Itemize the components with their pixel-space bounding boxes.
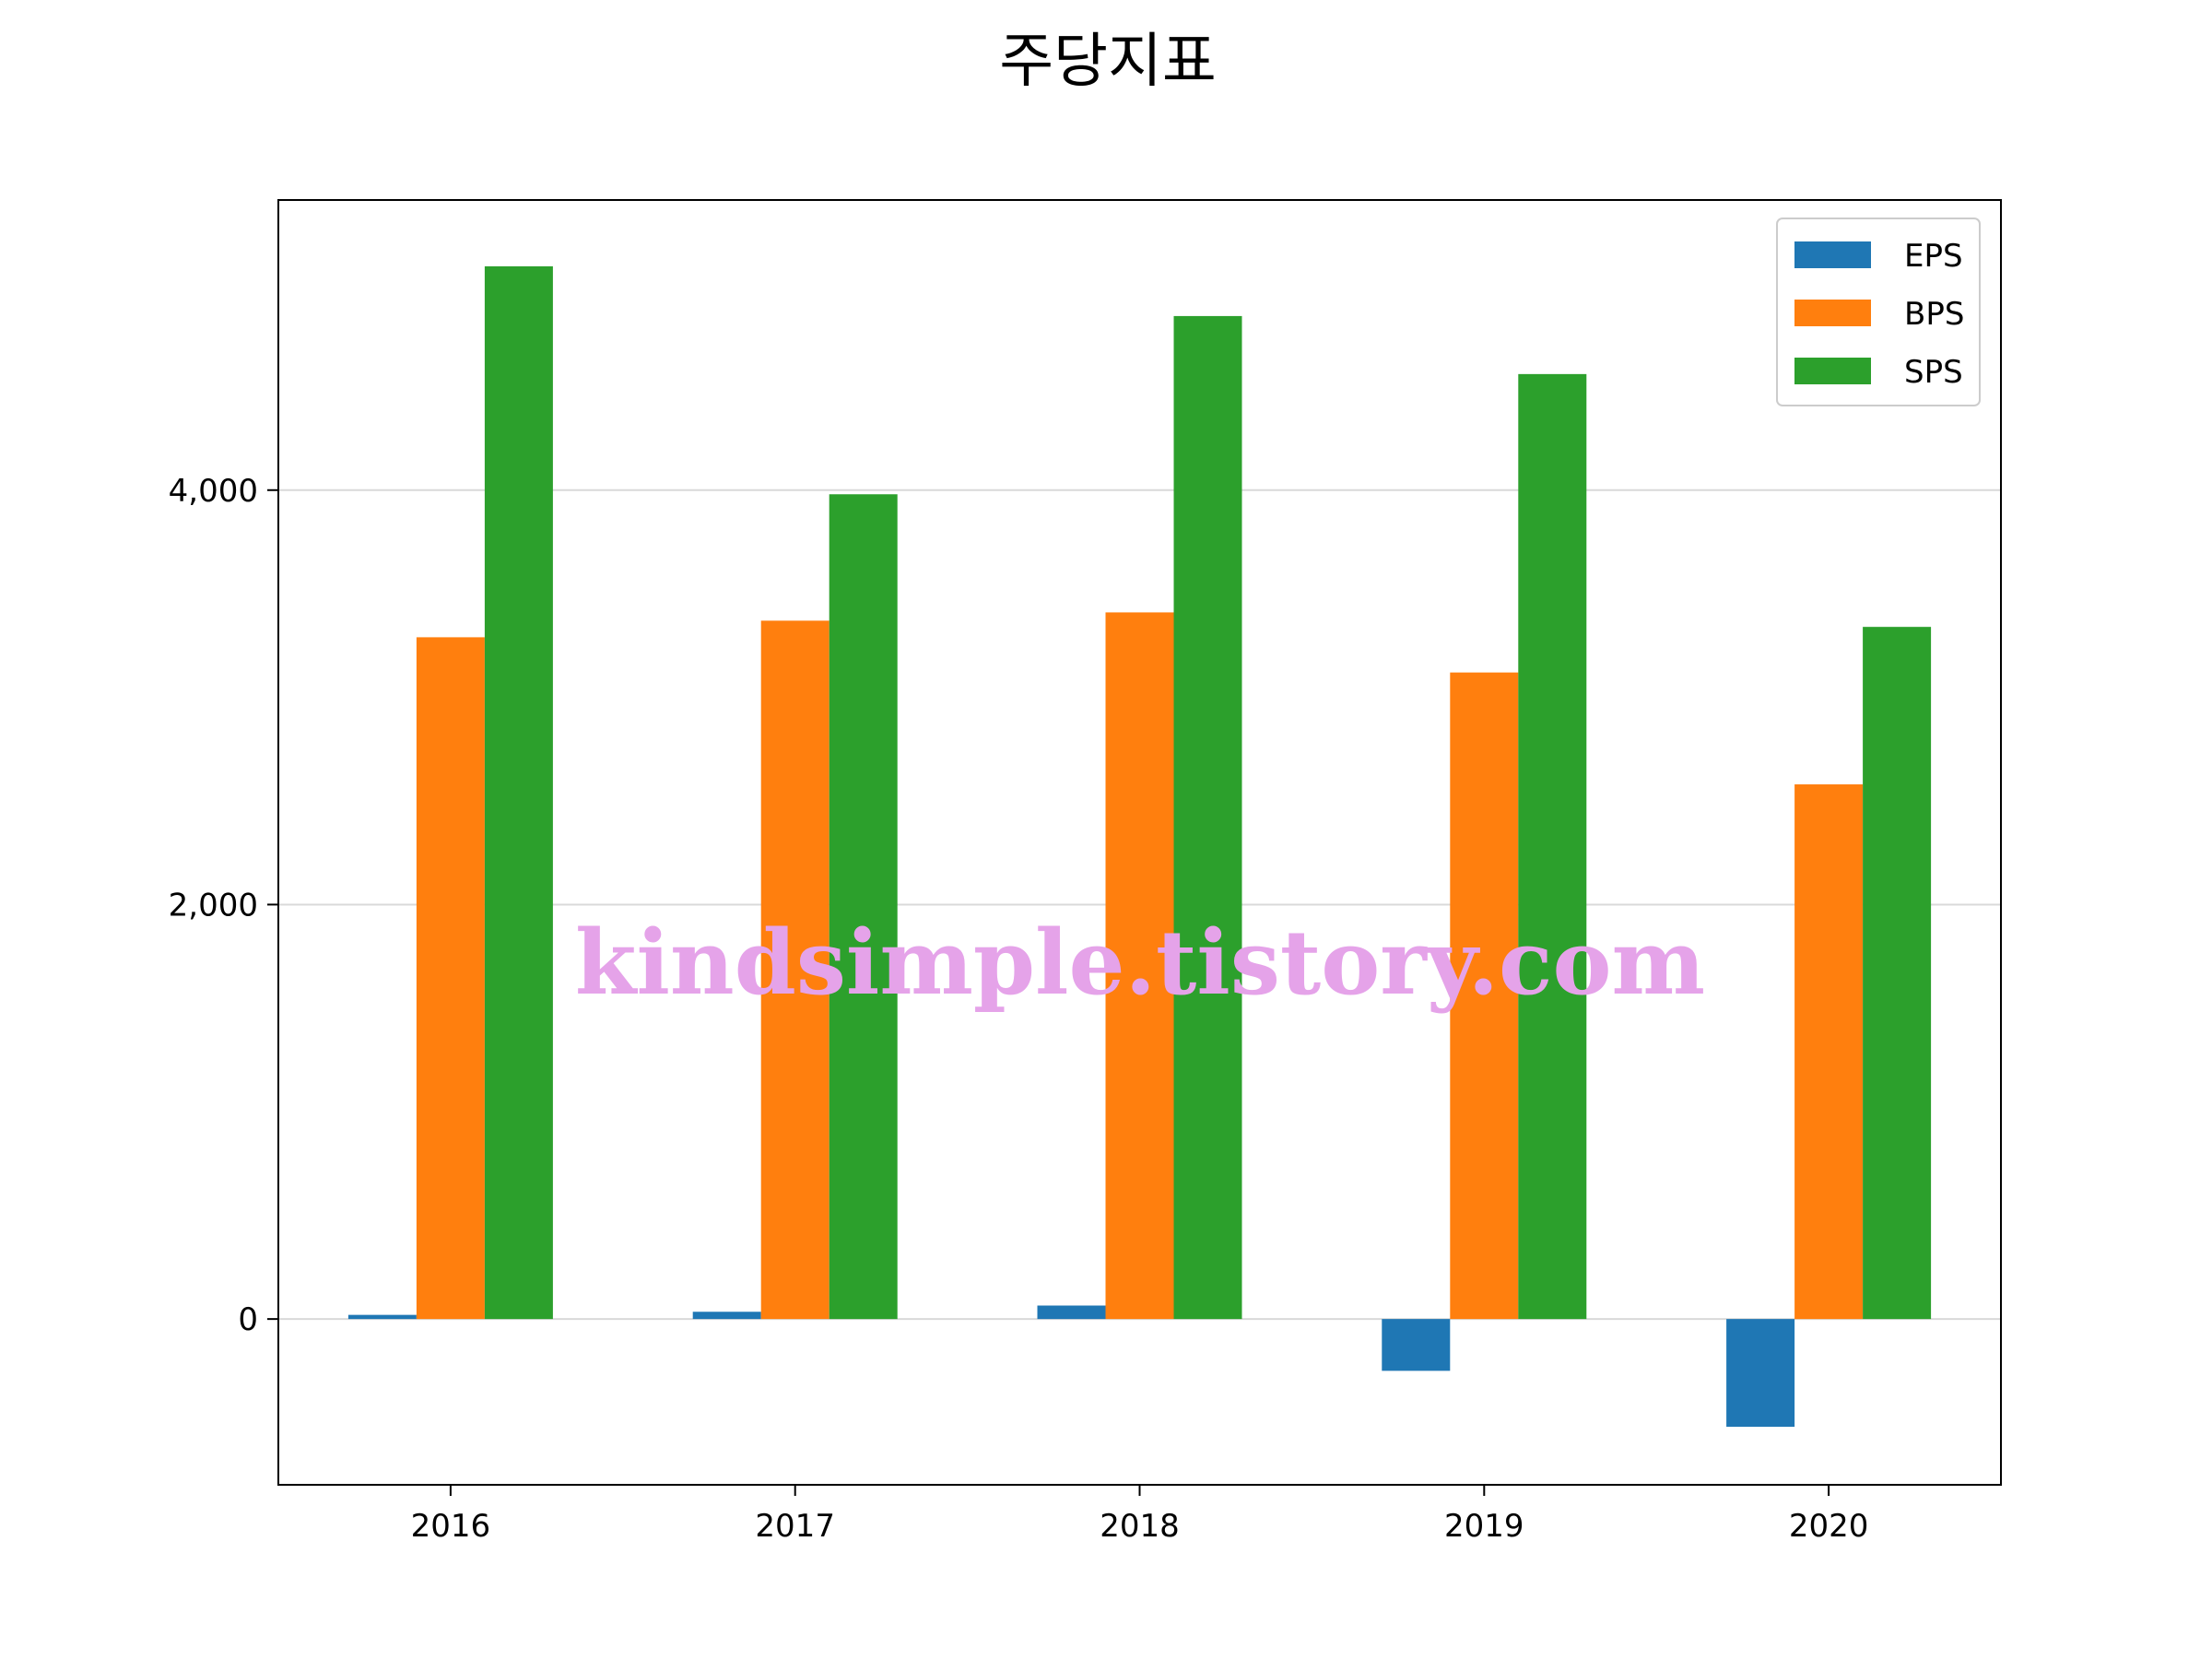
bar-sps-2016 (484, 265, 553, 1320)
bar-bps-2017 (760, 620, 830, 1320)
legend-swatch-sps (1794, 358, 1871, 384)
chart-title: 주당지표 (999, 28, 1217, 96)
legend-label-sps: SPS (1904, 354, 1963, 391)
watermark-text: kindsimple.tistory.com (575, 911, 1705, 1015)
y-tick-label: 4,000 (169, 473, 258, 510)
bar-eps-2016 (347, 1314, 417, 1320)
bar-sps-2019 (1518, 373, 1587, 1320)
bar-bps-2016 (416, 637, 485, 1320)
legend: EPS BPS SPS (1776, 218, 1981, 406)
legend-label-bps: BPS (1904, 296, 1964, 333)
bar-sps-2018 (1173, 315, 1242, 1320)
bar-sps-2020 (1863, 627, 1932, 1320)
bar-bps-2018 (1105, 612, 1174, 1320)
y-tick-label: 0 (238, 1301, 258, 1338)
x-tick-label: 2016 (411, 1508, 491, 1545)
x-tick-label: 2019 (1444, 1508, 1524, 1545)
y-axis: 0 2,000 4,000 (169, 473, 278, 1338)
bar-bps-2020 (1794, 784, 1864, 1320)
x-tick-label: 2017 (755, 1508, 835, 1545)
bar-eps-2017 (692, 1312, 761, 1320)
bar-sps-2017 (829, 494, 898, 1320)
x-tick-label: 2020 (1789, 1508, 1869, 1545)
legend-swatch-bps (1794, 300, 1871, 326)
legend-swatch-eps (1794, 241, 1871, 268)
bars (347, 265, 1932, 1428)
bar-bps-2019 (1450, 672, 1519, 1320)
x-tick-label: 2018 (1100, 1508, 1180, 1545)
x-axis: 2016 2017 2018 2019 2020 (411, 1485, 1869, 1545)
y-tick-label: 2,000 (169, 887, 258, 924)
bar-eps-2018 (1037, 1305, 1106, 1320)
bar-eps-2020 (1726, 1319, 1795, 1428)
legend-label-eps: EPS (1904, 238, 1963, 275)
bar-eps-2019 (1382, 1319, 1451, 1371)
